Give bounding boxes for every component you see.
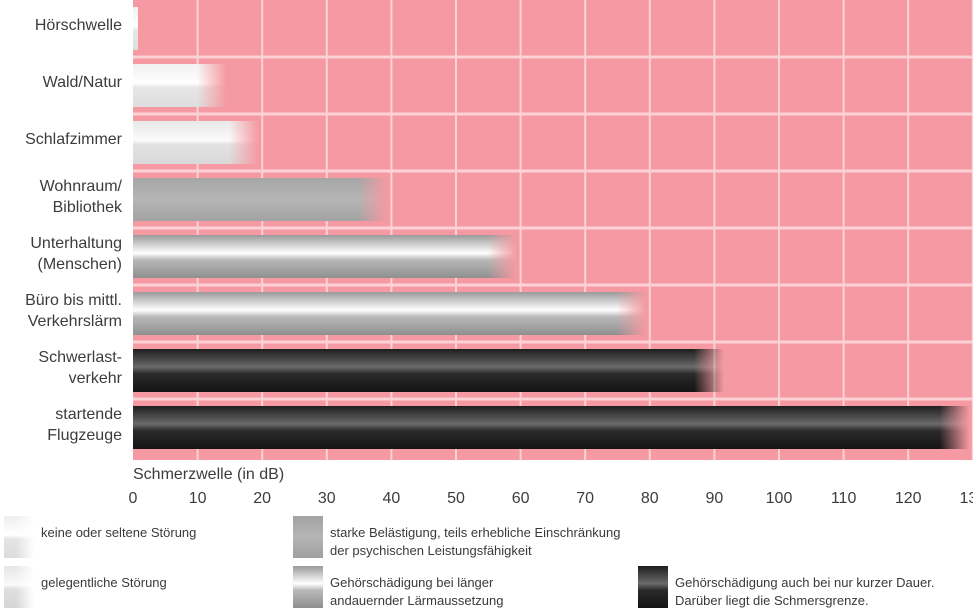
bar [133, 178, 389, 221]
x-tick-label: 100 [765, 490, 793, 507]
category-label: Unterhaltung (Menschen) [30, 234, 122, 273]
x-tick-label: 130 [959, 490, 973, 507]
bar [133, 64, 227, 107]
bar [133, 235, 518, 278]
bar-body [133, 406, 941, 449]
x-tick-label: 90 [705, 490, 724, 507]
bar-body [133, 235, 489, 278]
legend-label: Gehörschädigung auch bei nur kurzer Daue… [675, 575, 935, 608]
x-tick-label: 20 [253, 490, 272, 507]
x-tick-label: 30 [317, 490, 336, 507]
legend-swatch [293, 516, 323, 558]
chart-canvas [133, 0, 973, 460]
bar-body [133, 7, 138, 50]
bar-fade-tail [616, 292, 647, 335]
legend-label: starke Belästigung, teils erhebliche Ein… [330, 525, 621, 558]
category-label: Wohnraum/Bibliothek [39, 177, 122, 216]
x-tick-label: 40 [382, 490, 401, 507]
bar-fade-tail [358, 178, 389, 221]
bar-fade-tail [694, 349, 725, 392]
x-axis-label: Schmerzwelle (in dB) [133, 466, 285, 483]
legend-label: Gehörschädigung bei länger andauernder Lä… [330, 575, 504, 608]
bar-body [133, 349, 696, 392]
bar-body [133, 64, 198, 107]
bars [133, 7, 970, 449]
bar [133, 292, 647, 335]
x-tick-label: 0 [128, 490, 138, 507]
bar [133, 349, 725, 392]
bar [133, 7, 138, 50]
category-label: Schwerlast-verkehr [38, 348, 122, 387]
legend-swatch [4, 516, 34, 558]
bar-fade-tail [487, 235, 518, 278]
bar-body [133, 292, 618, 335]
category-label: Hörschwelle [34, 17, 122, 34]
legend-swatch [4, 566, 34, 608]
bar-fade-tail [196, 64, 227, 107]
x-tick-label: 10 [188, 490, 207, 507]
legend-label: keine oder seltene Störung [41, 525, 197, 540]
bar-body [133, 121, 230, 164]
x-tick-label: 70 [576, 490, 595, 507]
x-tick-label: 50 [447, 490, 465, 507]
bar-fade-tail [939, 406, 970, 449]
bar-fade-tail [228, 121, 259, 164]
bar [133, 121, 259, 164]
legend-swatch [638, 566, 668, 608]
x-tick-label: 80 [640, 490, 659, 507]
category-label: Schlafzimmer [25, 131, 122, 148]
category-label: Büro bis mittl. Verkehrslärm [25, 291, 122, 330]
legend-swatch [293, 566, 323, 608]
x-tick-label: 120 [894, 490, 922, 507]
category-label: Wald/Natur [42, 74, 122, 91]
x-tick-label: 60 [511, 490, 530, 507]
legend-label: gelegentliche Störung [41, 575, 167, 590]
grid-lines [133, 0, 973, 460]
bar-body [133, 178, 360, 221]
category-label: startende Flugzeuge [47, 405, 122, 444]
bar [133, 406, 970, 449]
x-tick-label: 110 [830, 490, 857, 507]
